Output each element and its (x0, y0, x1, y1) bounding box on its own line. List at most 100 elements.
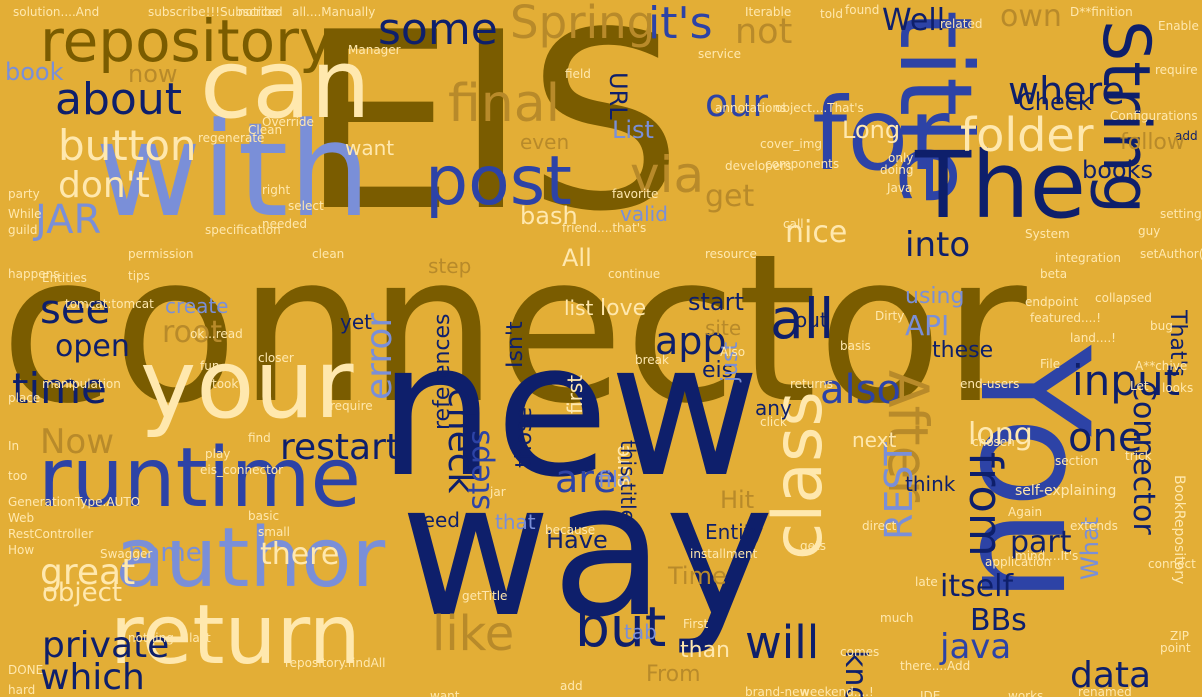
word-well: Well (882, 3, 946, 38)
word-break: break (635, 353, 669, 367)
word-folder: folder (960, 108, 1094, 162)
word-input: input (1072, 356, 1181, 405)
word-specification: specification (205, 223, 281, 237)
word-repository-findall: repository.findAll (285, 656, 386, 670)
word-those: those (512, 406, 537, 468)
word-bug: bug (1150, 319, 1173, 333)
word-final: final (448, 74, 561, 134)
word-also: also (820, 367, 901, 413)
word-system: System (1025, 227, 1070, 241)
word-endpoint: endpoint (1025, 295, 1079, 309)
word-brand-new: brand-new (745, 685, 810, 697)
word-find: find (248, 431, 271, 445)
word-generationtype-auto: GenerationType.AUTO (8, 495, 141, 509)
word-setting: setting (1160, 207, 1202, 221)
word-one: one (1068, 415, 1143, 461)
word-gets: gets (800, 539, 826, 553)
word-java: java (940, 627, 1012, 667)
word-party: party (8, 187, 40, 201)
word-restart: restart (280, 427, 401, 468)
word-land: land....! (1070, 331, 1116, 345)
word-nothing-last: nothing....last (128, 631, 211, 645)
word-again: Again (1008, 505, 1043, 519)
word-favorite: favorite (612, 187, 659, 201)
word-spring: Spring (510, 0, 656, 49)
word-tab: tab (624, 620, 657, 644)
word-eis: EIS (300, 0, 683, 265)
word-noticed: noticed (238, 5, 283, 19)
word-button: button (58, 121, 197, 170)
word-returns: returns (790, 377, 833, 391)
word-books: books (1082, 156, 1154, 184)
word-looks: looks (1162, 381, 1194, 395)
word-tips: tips (128, 269, 150, 283)
word-don-t: don't (58, 165, 150, 206)
word-found: found (845, 3, 880, 17)
word-a-chive: A**chive (1135, 359, 1188, 373)
word-that: that (495, 510, 536, 534)
word-direct: direct (862, 519, 897, 533)
word-chosen: chosen (972, 435, 1015, 449)
word-using: using (905, 284, 965, 309)
word-how: How (8, 543, 35, 557)
word-are: are (555, 457, 617, 501)
word-some: some (378, 4, 498, 55)
word-guy: guy (1138, 224, 1161, 238)
word-works: works (1008, 689, 1044, 697)
word-zip: ZIP (1170, 629, 1189, 643)
word-next: next (852, 428, 897, 452)
word-ok-read: ok...read (190, 327, 243, 341)
word-entities: Entities (42, 271, 87, 285)
word-not: not (735, 12, 793, 52)
word-featured: featured....! (1030, 311, 1102, 325)
word-all: All (562, 244, 592, 272)
word-root: root (162, 315, 223, 350)
word-list: list (564, 296, 594, 320)
word-even: even (520, 130, 570, 154)
word-require: require (1155, 63, 1198, 77)
word-see: see (40, 287, 111, 333)
word-references: references (430, 313, 455, 430)
word-extends: extends (1070, 519, 1118, 533)
word-think: think (905, 472, 956, 496)
word-much: much (880, 611, 914, 625)
word-play: play (205, 447, 231, 461)
word-file: File (1040, 357, 1061, 371)
word-repository: repository (40, 7, 334, 75)
word-now: now (128, 60, 178, 88)
word-eis-connector: eis_connector (200, 463, 284, 477)
word-runtime: runtime (38, 431, 361, 526)
word-from: from (959, 452, 1012, 557)
word-all: all (770, 287, 835, 351)
word-closer: closer (258, 351, 294, 365)
word-time: time (12, 364, 107, 413)
word-first: first (563, 374, 587, 414)
word-basic: basic (248, 509, 280, 523)
word-these: these (932, 338, 994, 363)
word-annotations: annotations (715, 101, 787, 115)
word-connect: connect (1148, 557, 1196, 571)
word-needed: needed (262, 217, 307, 231)
word-beta: beta (1040, 267, 1068, 281)
word-bash: bash (520, 202, 578, 230)
word-took: took (212, 377, 239, 391)
word-than: than (680, 638, 730, 663)
word-section: section (1055, 454, 1099, 468)
word-api: API (905, 309, 950, 342)
word-select: select (288, 199, 324, 213)
word-bbs: BBs (970, 603, 1027, 638)
word-connector: connector (0, 211, 1027, 449)
word-get: get (705, 179, 755, 214)
word-yet: yet (340, 310, 372, 334)
word-point: point (1160, 641, 1191, 655)
word-jar: JAR (35, 197, 102, 243)
word-restcontroller: RestController (8, 527, 94, 541)
word-require: require (330, 399, 373, 413)
word-url: URL (604, 72, 632, 120)
word-any: any (755, 396, 792, 420)
word-the: The (915, 132, 1087, 239)
word-follow: follow (1120, 130, 1185, 155)
word-want: want (345, 136, 395, 160)
word-start: start (688, 288, 744, 316)
